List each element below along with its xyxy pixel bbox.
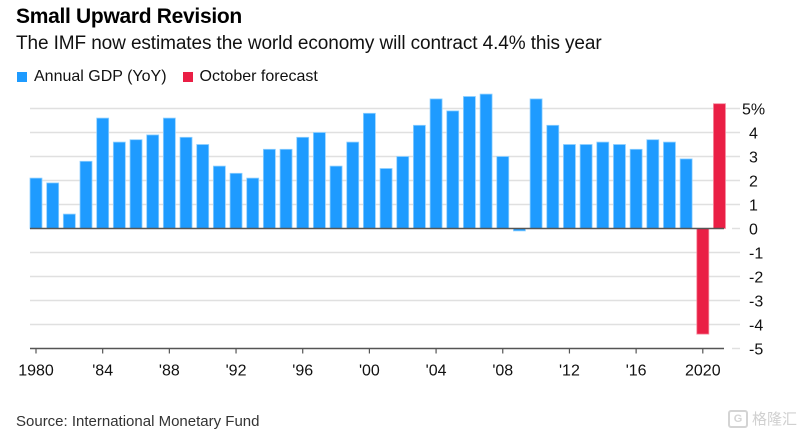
bar-2018 bbox=[663, 141, 676, 229]
x-tick-label: '16 bbox=[626, 363, 647, 380]
bar-2021 bbox=[713, 103, 726, 229]
x-tick-label: '08 bbox=[492, 363, 513, 380]
bar-1991 bbox=[212, 165, 226, 229]
bar-2006 bbox=[463, 96, 476, 229]
bar-1982 bbox=[62, 213, 76, 229]
bar-1993 bbox=[246, 177, 260, 229]
bar-2011 bbox=[546, 124, 560, 229]
legend-item-october-forecast: October forecast bbox=[182, 68, 318, 86]
bar-2013 bbox=[579, 144, 593, 229]
bar-2002 bbox=[396, 156, 410, 229]
chart-subtitle: The IMF now estimates the world economy … bbox=[16, 33, 602, 54]
bar-2005 bbox=[446, 110, 460, 229]
bar-1995 bbox=[279, 148, 293, 229]
legend-label-annual-gdp: Annual GDP (YoY) bbox=[34, 68, 167, 85]
y-axis-labels: 5% 4 3 2 1 0 -1 -2 -3 -4 -5 bbox=[742, 102, 765, 359]
bar-1988 bbox=[162, 117, 176, 229]
bar-2020 bbox=[696, 228, 710, 335]
bar-2001 bbox=[379, 168, 393, 229]
bar-1989 bbox=[179, 136, 193, 229]
bar-1990 bbox=[196, 144, 210, 229]
bar-1994 bbox=[262, 148, 276, 229]
bar-1981 bbox=[46, 182, 60, 229]
bar-2008 bbox=[496, 156, 510, 229]
x-tick-label: '84 bbox=[92, 363, 113, 380]
watermark-text: 格隆汇 bbox=[752, 411, 798, 428]
watermark-logo-icon: G bbox=[728, 409, 748, 428]
axes bbox=[30, 227, 724, 354]
bar-2014 bbox=[596, 141, 610, 229]
y-tick-label: 2 bbox=[749, 174, 758, 191]
legend: Annual GDP (YoY) October forecast bbox=[17, 68, 334, 86]
y-tick-label: -4 bbox=[749, 318, 763, 335]
y-tick-label: 0 bbox=[749, 222, 758, 239]
y-tick-label: -2 bbox=[749, 270, 763, 287]
bar-1997 bbox=[312, 132, 326, 229]
x-tick-label: 1980 bbox=[18, 363, 54, 380]
bar-2010 bbox=[529, 98, 543, 229]
bar-2016 bbox=[629, 148, 643, 229]
x-tick-label: '96 bbox=[292, 363, 313, 380]
bar-2017 bbox=[646, 139, 660, 229]
bars bbox=[29, 93, 726, 335]
x-tick-label: '92 bbox=[226, 363, 247, 380]
bar-1983 bbox=[79, 160, 93, 229]
y-tick-label: 1 bbox=[749, 198, 758, 215]
bar-2015 bbox=[613, 144, 626, 229]
bar-1985 bbox=[112, 141, 126, 229]
source-note: Source: International Monetary Fund bbox=[16, 413, 260, 430]
bar-1998 bbox=[329, 165, 343, 229]
x-tick-label: '88 bbox=[159, 363, 180, 380]
x-tick-label: '00 bbox=[359, 363, 380, 380]
y-tick-label: 3 bbox=[749, 150, 758, 167]
x-tick-label: '04 bbox=[426, 363, 447, 380]
bar-2012 bbox=[563, 144, 576, 229]
y-tick-label: -3 bbox=[749, 294, 763, 311]
bar-1999 bbox=[346, 141, 360, 229]
bar-1996 bbox=[296, 136, 310, 229]
legend-item-annual-gdp: Annual GDP (YoY) bbox=[17, 68, 167, 86]
bar-1992 bbox=[229, 172, 243, 229]
legend-swatch-october-forecast bbox=[182, 72, 193, 82]
legend-label-october-forecast: October forecast bbox=[199, 68, 318, 85]
chart-title: Small Upward Revision bbox=[16, 5, 242, 28]
y-tick-label: 4 bbox=[749, 126, 758, 143]
bar-2019 bbox=[679, 158, 693, 229]
bar-2000 bbox=[362, 112, 376, 229]
x-tick-label: 2020 bbox=[685, 363, 721, 380]
legend-swatch-annual-gdp bbox=[17, 72, 27, 82]
bar-1984 bbox=[96, 117, 110, 229]
y-tick-label: -1 bbox=[749, 246, 763, 263]
y-tick-label: -5 bbox=[749, 342, 763, 359]
bar-1980 bbox=[29, 177, 43, 229]
bar-1987 bbox=[146, 134, 160, 229]
bar-2007 bbox=[479, 93, 493, 229]
y-tick-label: 5% bbox=[742, 102, 765, 119]
bar-2004 bbox=[429, 98, 443, 229]
x-tick-label: '12 bbox=[559, 363, 580, 380]
x-axis-labels: 1980 '84 '88 '92 '96 '00 '04 '08 '12 '16 2020 bbox=[18, 363, 720, 380]
watermark: G 格隆汇 bbox=[728, 408, 797, 429]
bar-1986 bbox=[129, 139, 143, 229]
bar-2003 bbox=[413, 124, 426, 229]
